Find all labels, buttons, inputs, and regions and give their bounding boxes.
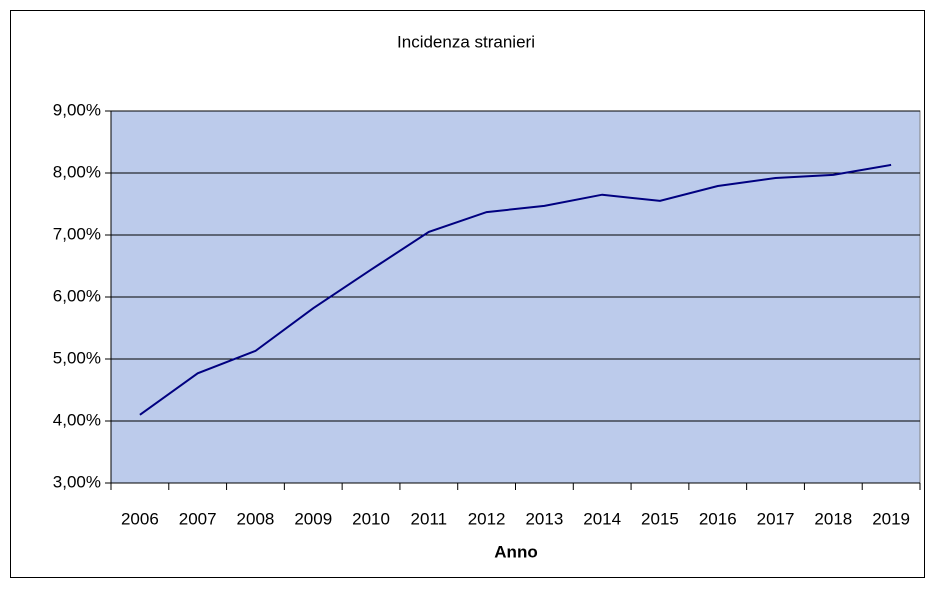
x-tick-label: 2009 <box>294 509 332 528</box>
y-tick-label: 4,00% <box>53 410 101 429</box>
x-tick-label: 2010 <box>352 509 390 528</box>
y-tick-label: 3,00% <box>53 472 101 491</box>
x-tick-label: 2018 <box>814 509 852 528</box>
x-axis-title: Anno <box>494 542 537 561</box>
x-tick-label: 2008 <box>237 509 275 528</box>
chart-title: Incidenza stranieri <box>397 32 535 51</box>
x-tick-label: 2013 <box>525 509 563 528</box>
x-tick-label: 2017 <box>757 509 795 528</box>
x-tick-label: 2007 <box>179 509 217 528</box>
x-tick-label: 2014 <box>583 509 621 528</box>
x-tick-label: 2019 <box>872 509 910 528</box>
y-tick-label: 5,00% <box>53 348 101 367</box>
y-tick-label: 7,00% <box>53 224 101 243</box>
x-tick-label: 2016 <box>699 509 737 528</box>
x-tick-label: 2015 <box>641 509 679 528</box>
data-line <box>139 163 892 416</box>
x-tick-label: 2011 <box>411 509 448 528</box>
x-tick-label: 2006 <box>121 509 159 528</box>
x-tick-label: 2012 <box>468 509 506 528</box>
y-tick-label: 8,00% <box>53 162 101 181</box>
y-tick-label: 6,00% <box>53 286 101 305</box>
y-tick-label: 9,00% <box>53 100 101 119</box>
